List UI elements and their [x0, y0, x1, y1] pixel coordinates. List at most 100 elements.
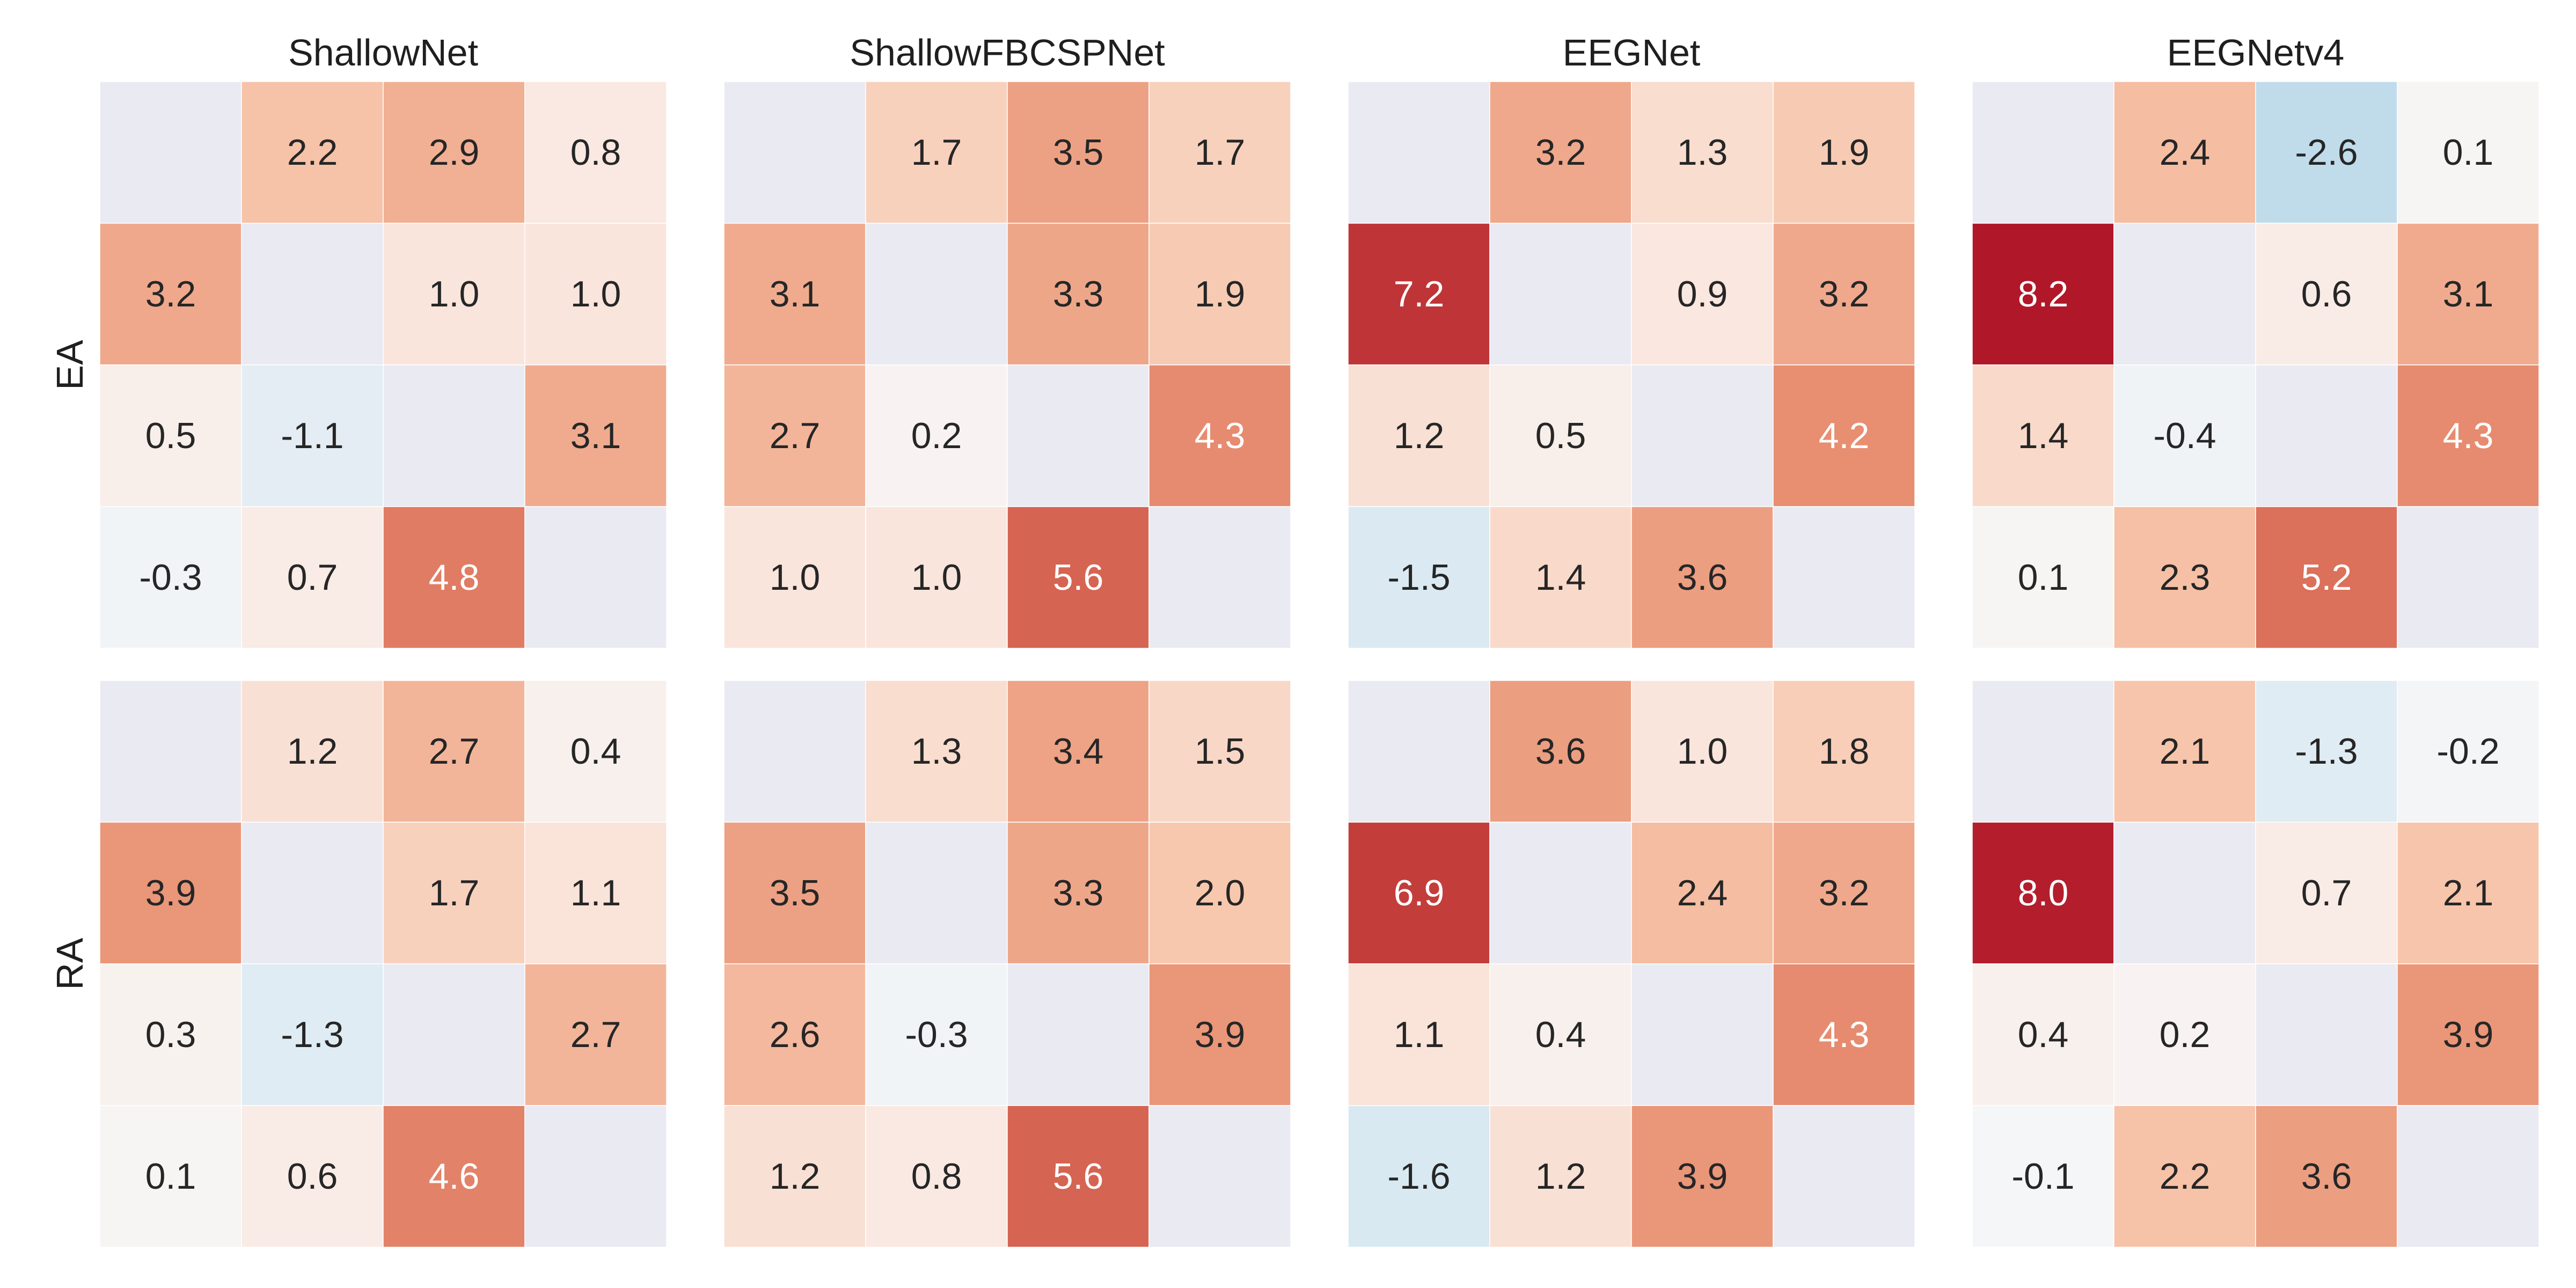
row-label: RA — [49, 938, 91, 990]
heatmap-cell — [1631, 506, 1774, 649]
heatmap-cell — [241, 963, 384, 1106]
heatmap-cell-empty — [1348, 680, 1490, 823]
heatmap-cell-empty — [723, 680, 866, 823]
heatmap-cell — [1148, 81, 1291, 224]
heatmap-cell — [1148, 223, 1291, 365]
heatmap-cell — [1631, 822, 1774, 964]
cell-value-label: -0.2 — [2436, 731, 2499, 772]
heatmap-cell — [865, 1105, 1008, 1248]
cell-value-label: 4.3 — [2443, 415, 2494, 456]
cell-value-label: 1.7 — [911, 132, 962, 173]
heatmap-cell — [99, 506, 242, 649]
cell-value-label: 4.2 — [1819, 415, 1870, 456]
heatmap-cell — [1348, 1105, 1490, 1248]
cell-value-label: 0.4 — [1535, 1014, 1586, 1055]
heatmap-cell — [1631, 1105, 1774, 1248]
heatmap-cell — [2397, 963, 2540, 1106]
cell-value-label: 0.1 — [2443, 132, 2494, 173]
heatmap-cell-empty — [241, 822, 384, 964]
heatmap-cell — [1972, 223, 2114, 365]
heatmap-cell-empty — [1007, 364, 1150, 507]
cell-value-label: 5.2 — [2301, 557, 2352, 598]
cell-value-label: 4.6 — [429, 1156, 480, 1197]
heatmap-cell — [1007, 1105, 1150, 1248]
heatmap-cell — [524, 680, 667, 823]
cell-value-label: 3.1 — [2443, 274, 2494, 314]
cell-value-label: 4.3 — [1819, 1014, 1870, 1055]
cell-value-label: 7.2 — [1394, 274, 1445, 314]
panel-title: EEGNetv4 — [2167, 32, 2345, 74]
cell-value-label: -1.3 — [281, 1014, 343, 1055]
cell-value-label: 3.6 — [1535, 731, 1586, 772]
heatmap-cell — [1773, 963, 1915, 1106]
cell-value-label: 1.4 — [1535, 557, 1586, 598]
cell-value-label: 5.6 — [1053, 557, 1104, 598]
heatmap-cell — [1489, 680, 1632, 823]
panels-layer: 2.2 2.9 0.8 3.2 1.0 1.0 0.5 -1.1 3.1 -0.3 0.7 4.8 1.… — [99, 81, 2540, 1248]
cell-value-label: 3.1 — [570, 415, 621, 456]
heatmap-cell-empty — [723, 81, 866, 224]
cell-value-label: 2.0 — [1195, 873, 1246, 913]
heatmap-cell — [1972, 822, 2114, 964]
cell-value-label: 2.7 — [429, 731, 480, 772]
cell-value-label: -1.5 — [1387, 557, 1450, 598]
heatmap-cell — [99, 223, 242, 365]
cell-value-label: 3.2 — [1819, 873, 1870, 913]
heatmap-cell-empty — [2113, 822, 2256, 964]
cell-value-label: 1.4 — [2018, 415, 2069, 456]
heatmap-cell — [1489, 1105, 1632, 1248]
cell-value-label: 6.9 — [1394, 873, 1445, 913]
cell-value-label: 1.9 — [1819, 132, 1870, 173]
cell-value-label: 1.1 — [570, 873, 621, 913]
cell-value-label: 1.0 — [1677, 731, 1728, 772]
heatmap-cell — [2255, 506, 2398, 649]
row-labels: EA RA — [49, 340, 91, 990]
heatmap-cell — [1773, 81, 1915, 224]
heatmap-cell — [2397, 364, 2540, 507]
heatmap-cell — [2397, 81, 2540, 224]
heatmap-cell — [241, 81, 384, 224]
heatmap-cell — [1773, 680, 1915, 823]
cell-value-label: 3.5 — [1053, 132, 1104, 173]
heatmap-cell — [1972, 963, 2114, 1106]
heatmap-cell — [99, 364, 242, 507]
heatmap-cell — [2397, 223, 2540, 365]
heatmap-cell-empty — [99, 680, 242, 823]
cell-value-label: 1.0 — [570, 274, 621, 314]
heatmap-cell-empty — [1631, 364, 1774, 507]
heatmap-cell-empty — [1773, 506, 1915, 649]
cell-value-label: 3.1 — [770, 274, 821, 314]
heatmap-panel-ra-eegnet: 3.6 1.0 1.8 6.9 2.4 3.2 1.1 0.4 4.3 -1.6 1.2 3.9 — [1348, 680, 1915, 1248]
heatmap-cell — [2113, 680, 2256, 823]
heatmap-cell-empty — [524, 1105, 667, 1248]
cell-value-label: 1.3 — [1677, 132, 1728, 173]
heatmap-cell-empty — [1007, 963, 1150, 1106]
panel-title: EEGNet — [1563, 32, 1701, 74]
heatmap-cell-empty — [99, 81, 242, 224]
heatmap-cell — [2397, 680, 2540, 823]
heatmap-cell — [1348, 223, 1490, 365]
heatmap-cell — [2255, 1105, 2398, 1248]
heatmap-cell — [1148, 963, 1291, 1106]
heatmap-cell — [241, 364, 384, 507]
cell-value-label: 3.2 — [1819, 274, 1870, 314]
heatmap-cell — [383, 81, 525, 224]
heatmap-cell — [1489, 364, 1632, 507]
cell-value-label: 0.5 — [145, 415, 196, 456]
heatmap-cell — [1972, 364, 2114, 507]
heatmap-cell-empty — [241, 223, 384, 365]
cell-value-label: 1.7 — [429, 873, 480, 913]
heatmap-cell-empty — [2255, 963, 2398, 1106]
panel-titles: ShallowNet ShallowFBCSPNet EEGNet EEGNetv4 — [288, 32, 2344, 74]
cell-value-label: 2.7 — [770, 415, 821, 456]
heatmap-cell — [1007, 822, 1150, 964]
heatmap-cell — [99, 963, 242, 1106]
heatmap-cell — [1348, 822, 1490, 964]
heatmap-cell — [2255, 822, 2398, 964]
heatmap-cell — [1148, 680, 1291, 823]
cell-value-label: 0.8 — [570, 132, 621, 173]
heatmap-cell — [2113, 506, 2256, 649]
cell-value-label: 1.1 — [1394, 1014, 1445, 1055]
heatmap-cell-empty — [2397, 506, 2540, 649]
